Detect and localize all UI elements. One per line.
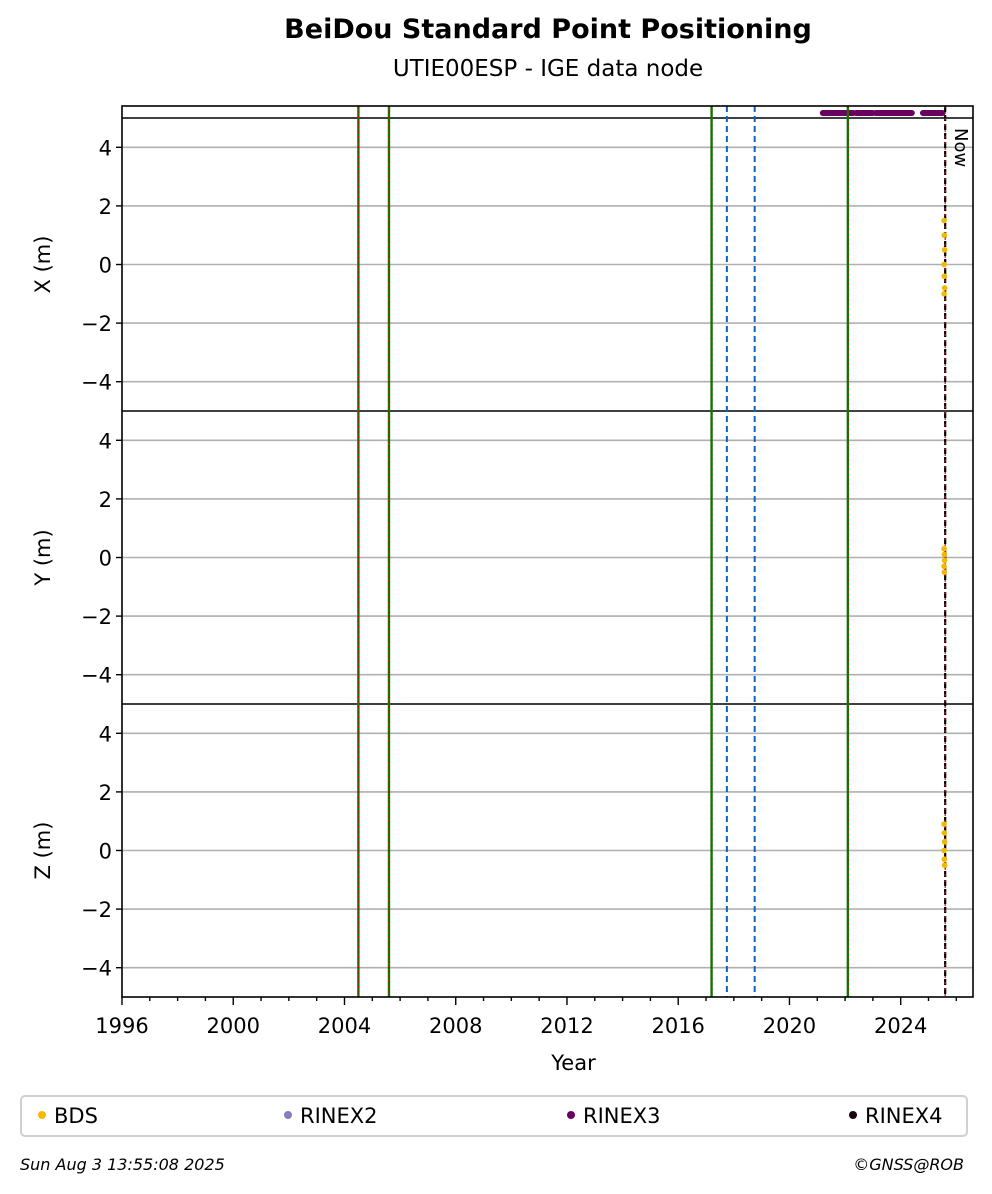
x-axis-label: Year [550, 1051, 596, 1075]
x-tick-label: 2020 [763, 1014, 816, 1038]
y-tick-label: −4 [81, 957, 112, 981]
y-tick-label: 4 [99, 136, 112, 160]
x-tick-label: 2024 [874, 1014, 927, 1038]
y-axis-label: Y (m) [31, 529, 55, 586]
legend-item-bds: BDS [38, 1104, 98, 1128]
y-tick-label: 2 [99, 781, 112, 805]
legend: BDS RINEX2 RINEX3 RINEX4 [20, 1095, 968, 1137]
y-tick-label: −2 [81, 898, 112, 922]
bds-point [941, 569, 948, 575]
legend-label-bds: BDS [54, 1104, 98, 1128]
bds-point [941, 545, 947, 552]
bds-point [941, 563, 947, 570]
bds-point [941, 285, 948, 291]
y-tick-label: −4 [81, 664, 112, 688]
y-tick-label: 2 [99, 195, 112, 219]
footer-copyright: ©GNSS@ROB [853, 1155, 964, 1174]
y-tick-label: −2 [81, 605, 112, 629]
bds-point [941, 856, 948, 863]
bds-point [941, 847, 947, 854]
x-tick-label: 2008 [429, 1014, 482, 1038]
bds-point [941, 862, 948, 868]
y-tick-label: 0 [99, 840, 112, 864]
x-tick-label: 2004 [318, 1014, 371, 1038]
x-tick-label: 2000 [207, 1014, 260, 1038]
y-tick-label: 0 [99, 254, 112, 278]
chart-title: BeiDou Standard Point Positioning [284, 14, 812, 45]
bds-point [941, 838, 948, 845]
legend-label-rinex2: RINEX2 [300, 1104, 378, 1128]
y-axis-label: Z (m) [31, 822, 55, 880]
y-tick-label: 4 [99, 722, 112, 746]
y-tick-label: 4 [99, 429, 112, 453]
x-tick-label: 1996 [95, 1014, 148, 1038]
bds-point [941, 291, 947, 297]
legend-marker-bds [38, 1111, 46, 1119]
footer-timestamp: Sun Aug 3 13:55:08 2025 [20, 1155, 225, 1174]
bds-point [941, 232, 948, 238]
bds-point [941, 830, 948, 836]
bds-point [941, 551, 948, 558]
spp-chart: 4 2 0 −2 −4 X (m) 4 2 0 −2 −4 Y (m) 4 2 0 −2 −4 Z (m) Now 1… [31, 105, 974, 1075]
bds-point [941, 557, 948, 564]
legend-marker-rinex2 [284, 1111, 292, 1119]
bds-point [941, 273, 948, 280]
legend-label-rinex4: RINEX4 [865, 1104, 943, 1128]
bds-point [941, 821, 947, 827]
y-tick-label: −4 [81, 371, 112, 395]
y-tick-label: 0 [99, 547, 112, 571]
legend-marker-rinex3 [567, 1111, 575, 1119]
legend-label-rinex3: RINEX3 [583, 1104, 661, 1128]
legend-marker-rinex4 [849, 1111, 857, 1119]
bds-point [941, 217, 947, 224]
y-tick-label: −2 [81, 312, 112, 336]
x-tick-label: 2012 [540, 1014, 593, 1038]
bds-point [941, 261, 947, 268]
x-tick-label: 2016 [651, 1014, 704, 1038]
legend-item-rinex3: RINEX3 [567, 1104, 661, 1128]
y-axis-label: X (m) [31, 236, 55, 294]
now-label: Now [950, 128, 971, 167]
plot-frame [121, 105, 974, 998]
legend-item-rinex2: RINEX2 [284, 1104, 378, 1128]
chart-subtitle: UTIE00ESP - IGE data node [392, 56, 704, 82]
legend-item-rinex4: RINEX4 [849, 1104, 943, 1128]
bds-point [941, 247, 948, 253]
y-tick-label: 2 [99, 488, 112, 512]
